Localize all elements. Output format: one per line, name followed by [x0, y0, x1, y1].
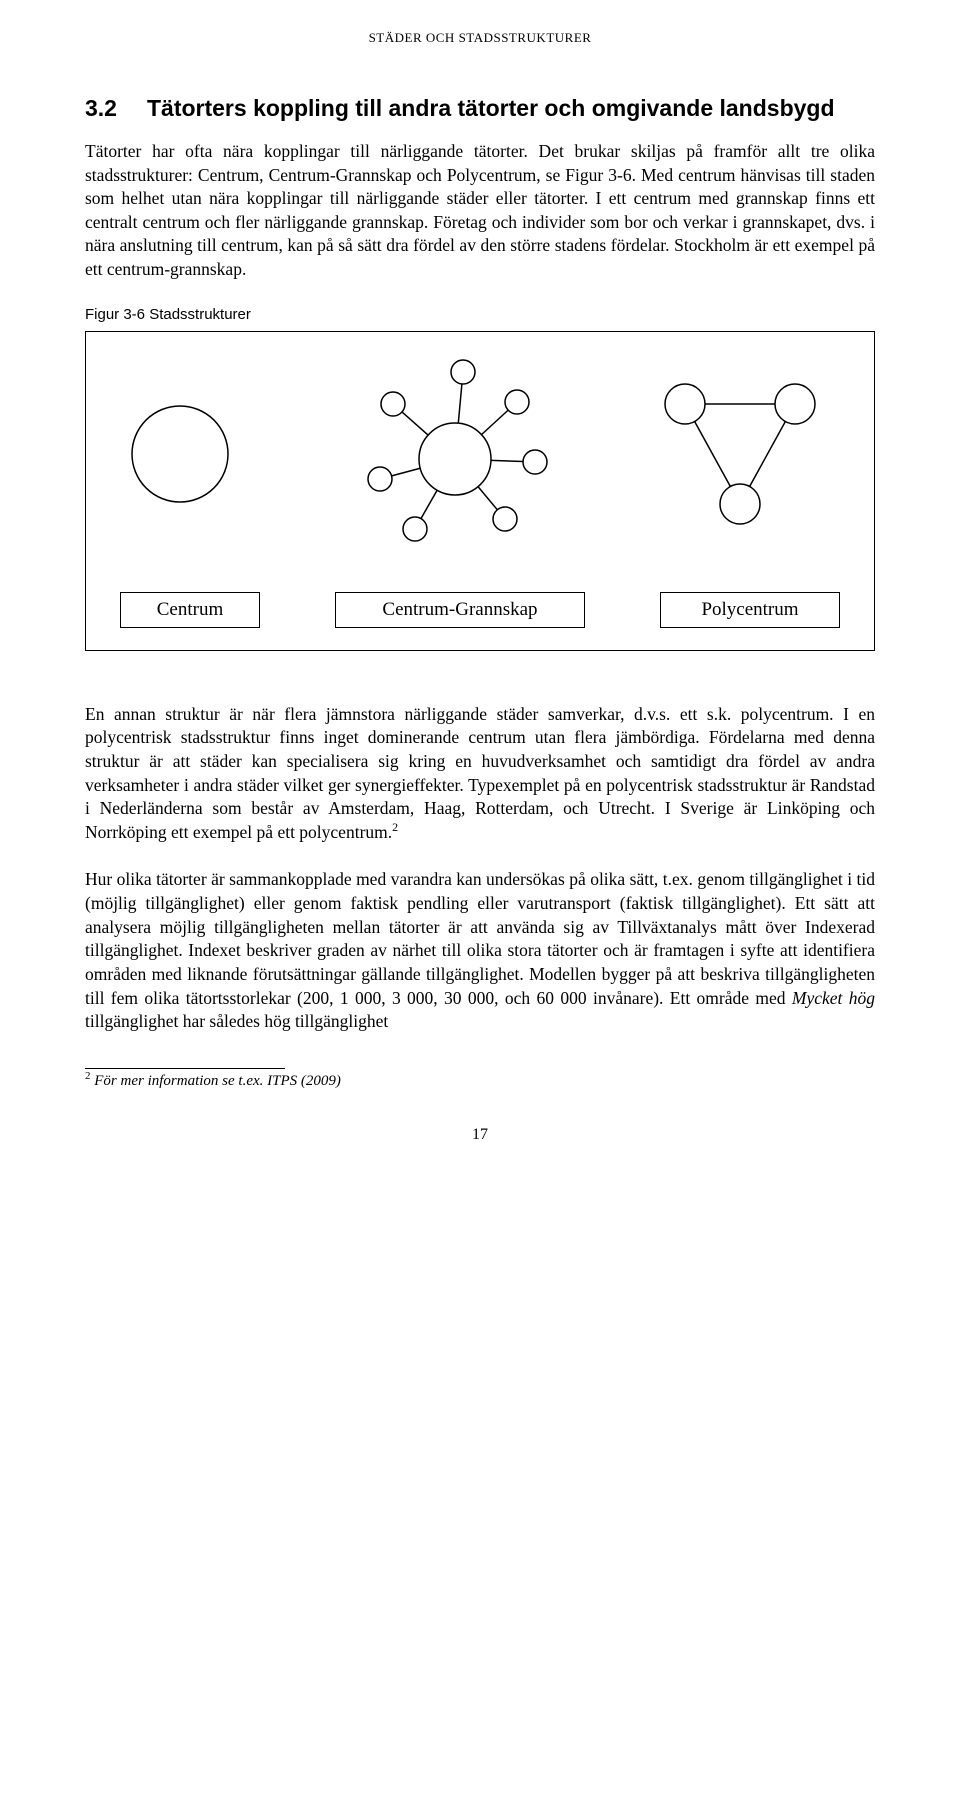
- polycentrum-svg: [640, 364, 850, 554]
- footnote-ref: 2: [392, 820, 398, 834]
- diagram-grannskap: [345, 354, 565, 554]
- running-header: STÄDER OCH STADSSTRUKTURER: [85, 30, 875, 46]
- paragraph-tillganglighet: Hur olika tätorter är sammankopplade med…: [85, 868, 875, 1033]
- para3-emph: Mycket hög: [792, 988, 875, 1008]
- para3-tail: tillgänglighet har således hög tillgängl…: [85, 1011, 388, 1031]
- centrum-svg: [110, 364, 270, 554]
- figure-diagrams-row: [110, 354, 850, 554]
- figure-labels-row: Centrum Centrum-Grannskap Polycentrum: [110, 592, 850, 628]
- figure-caption: Figur 3-6 Stadsstrukturer: [85, 306, 875, 323]
- paragraph-polycentrum: En annan struktur är när flera jämnstora…: [85, 703, 875, 845]
- para3-head: Hur olika tätorter är sammankopplade med…: [85, 869, 875, 1007]
- paragraph-intro: Tätorter har ofta nära kopplingar till n…: [85, 140, 875, 282]
- diagram-polycentrum: [640, 364, 850, 554]
- footnote: 2 För mer information se t.ex. ITPS (200…: [85, 1073, 875, 1090]
- footnote-rule: [85, 1068, 285, 1069]
- page-number: 17: [85, 1126, 875, 1144]
- figure-box: Centrum Centrum-Grannskap Polycentrum: [85, 331, 875, 651]
- label-centrum: Centrum: [120, 592, 260, 628]
- para2-text: En annan struktur är när flera jämnstora…: [85, 704, 875, 842]
- section-title: Tätorters koppling till andra tätorter o…: [147, 94, 835, 124]
- section-heading: 3.2 Tätorters koppling till andra tätort…: [85, 94, 875, 124]
- grannskap-svg: [345, 354, 565, 554]
- footnote-text: För mer information se t.ex. ITPS (2009): [91, 1073, 341, 1089]
- label-grannskap: Centrum-Grannskap: [335, 592, 585, 628]
- section-number: 3.2: [85, 94, 117, 124]
- diagram-centrum: [110, 364, 270, 554]
- label-polycentrum: Polycentrum: [660, 592, 840, 628]
